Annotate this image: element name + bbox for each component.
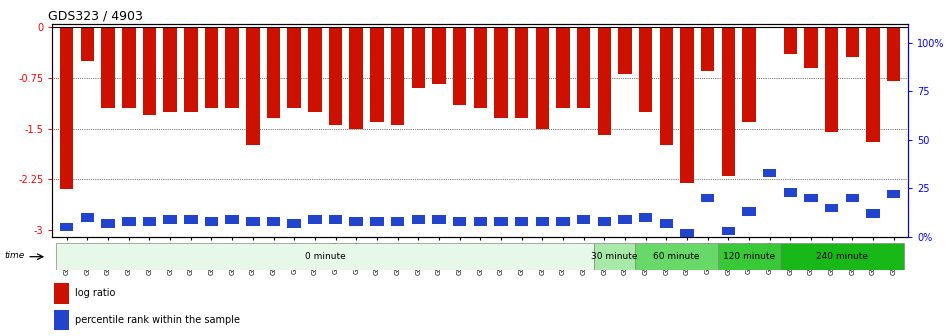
Bar [81, 27, 94, 61]
Bar [887, 27, 901, 81]
Bar [556, 217, 570, 226]
Bar [866, 209, 880, 218]
Bar [722, 227, 735, 235]
Bar [718, 243, 780, 270]
Bar [349, 217, 363, 226]
Bar [701, 194, 714, 202]
Bar [495, 27, 508, 118]
Bar [122, 217, 135, 226]
Bar [784, 188, 797, 197]
Bar [453, 27, 466, 105]
Bar [267, 217, 281, 226]
Bar [267, 27, 281, 118]
Bar [577, 27, 591, 108]
Bar [60, 223, 73, 232]
Bar [514, 27, 529, 118]
Bar [370, 217, 383, 226]
Bar [349, 27, 363, 128]
Bar [308, 27, 321, 112]
Bar [597, 217, 611, 226]
Text: 30 minute: 30 minute [592, 252, 638, 261]
Bar [680, 27, 693, 183]
Bar [514, 217, 529, 226]
Bar [784, 27, 797, 54]
Bar [887, 190, 901, 199]
Bar [391, 217, 404, 226]
Text: 120 minute: 120 minute [723, 252, 775, 261]
Bar [639, 27, 652, 112]
Bar [453, 217, 466, 226]
Bar [56, 243, 594, 270]
Bar [535, 217, 549, 226]
Bar [412, 27, 425, 88]
Bar [722, 27, 735, 176]
Bar [164, 27, 177, 112]
Bar [287, 219, 301, 227]
Bar [370, 27, 383, 122]
Bar [743, 27, 756, 122]
Bar [164, 215, 177, 224]
Bar [246, 217, 260, 226]
Bar [54, 283, 69, 304]
Bar [639, 213, 652, 222]
Text: 60 minute: 60 minute [653, 252, 700, 261]
Bar [308, 215, 321, 224]
Bar [763, 27, 776, 28]
Bar [54, 309, 69, 330]
Bar [845, 27, 859, 57]
Bar [780, 243, 904, 270]
Bar [701, 27, 714, 71]
Bar [246, 27, 260, 145]
Bar [474, 27, 487, 108]
Bar [594, 243, 635, 270]
Bar [102, 219, 115, 227]
Bar [474, 217, 487, 226]
Bar [825, 204, 839, 212]
Bar [845, 194, 859, 202]
Bar [391, 27, 404, 125]
Bar [743, 207, 756, 216]
Bar [577, 215, 591, 224]
Bar [597, 27, 611, 135]
Bar [329, 215, 342, 224]
Bar [122, 27, 135, 108]
Text: log ratio: log ratio [74, 288, 115, 298]
Bar [432, 27, 446, 84]
Bar [680, 229, 693, 237]
Text: percentile rank within the sample: percentile rank within the sample [74, 314, 240, 325]
Bar [143, 27, 156, 115]
Bar [763, 169, 776, 177]
Text: 0 minute: 0 minute [305, 252, 345, 261]
Bar [535, 27, 549, 128]
Bar [635, 243, 718, 270]
Bar [60, 27, 73, 190]
Text: 240 minute: 240 minute [816, 252, 868, 261]
Bar [225, 215, 239, 224]
Bar [825, 27, 839, 132]
Bar [618, 27, 631, 74]
Bar [866, 27, 880, 142]
Bar [81, 213, 94, 222]
Bar [412, 215, 425, 224]
Bar [432, 215, 446, 224]
Bar [329, 27, 342, 125]
Bar [143, 217, 156, 226]
Bar [618, 215, 631, 224]
Bar [204, 27, 218, 108]
Bar [556, 27, 570, 108]
Bar [184, 27, 198, 112]
Bar [805, 194, 818, 202]
Bar [660, 27, 673, 145]
Text: GDS323 / 4903: GDS323 / 4903 [48, 9, 143, 23]
Bar [102, 27, 115, 108]
Bar [225, 27, 239, 108]
Bar [204, 217, 218, 226]
Bar [805, 27, 818, 68]
Bar [184, 215, 198, 224]
Bar [660, 219, 673, 227]
Bar [287, 27, 301, 108]
Text: time: time [4, 251, 25, 260]
Bar [495, 217, 508, 226]
